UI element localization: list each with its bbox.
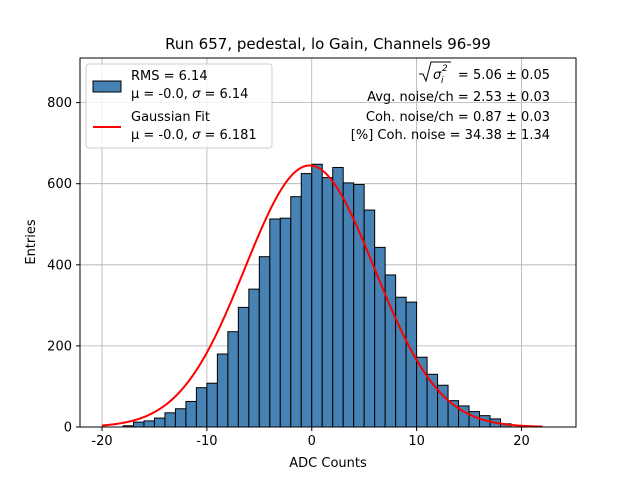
histogram-bar: [195, 387, 208, 428]
histogram-bar: [164, 412, 176, 428]
legend-fit-label: Gaussian Fit: [131, 110, 210, 125]
y-tick-label: 400: [47, 258, 72, 273]
legend-hist-label: RMS = 6.14: [131, 69, 208, 84]
y-tick-label: 600: [47, 177, 72, 192]
histogram-bar: [363, 209, 376, 428]
sqrt-sign: [419, 61, 451, 83]
sigma-symbol: σ: [433, 68, 442, 83]
x-tick-label: -20: [91, 434, 112, 449]
y-tick-label: 200: [47, 339, 72, 354]
legend-box: [85, 63, 273, 149]
sigma-sum-symbol: σ 2 i: [419, 61, 451, 86]
noise-annotations: σ 2 i = 5.06 ± 0.05 Avg. noise/ch = 2.53…: [351, 61, 550, 143]
histogram-bar: [332, 166, 344, 428]
x-tick-label: -10: [196, 434, 217, 449]
histogram-bar: [227, 331, 239, 428]
plot-area: [79, 57, 577, 428]
x-axis-ticks: -20 -10 0 10 20: [91, 427, 530, 449]
histogram-bar: [237, 306, 250, 428]
histogram-bar: [342, 182, 355, 428]
legend-hist-sigma-value: = 6.14: [200, 87, 248, 102]
legend-fit-sigma-value: = 6.181: [200, 128, 256, 143]
y-tick-label: 0: [64, 421, 72, 436]
histogram-bar: [321, 177, 334, 428]
legend-hist-swatch: [92, 80, 122, 93]
histogram-bar: [468, 411, 481, 428]
histogram-bar: [311, 163, 323, 428]
gaussian-fit-curve: [101, 164, 543, 428]
coh-percent-annotation: [%] Coh. noise = 34.38 ± 1.34: [351, 128, 550, 143]
legend-fit-mu: μ = -0.0,: [131, 128, 192, 143]
histogram-bar: [258, 256, 271, 428]
legend-hist-mu: μ = -0.0,: [131, 87, 192, 102]
x-tick-label: 0: [308, 434, 316, 449]
sigma-superscript: 2: [442, 64, 448, 74]
sigma-subscript: i: [441, 76, 444, 86]
chart-title: Run 657, pedestal, lo Gain, Channels 96-…: [165, 35, 491, 53]
histogram-bar: [206, 382, 218, 428]
histogram-bar: [300, 173, 313, 428]
legend-fit-params: μ = -0.0, σ = 6.181: [131, 128, 257, 143]
legend-hist-params: μ = -0.0, σ = 6.14: [131, 87, 248, 102]
x-tick-label: 20: [513, 434, 530, 449]
histogram-bar: [279, 217, 292, 428]
x-axis-label: ADC Counts: [289, 456, 367, 471]
y-tick-label: 800: [47, 96, 72, 111]
legend: RMS = 6.14 μ = -0.0, σ = 6.14 Gaussian F…: [85, 63, 273, 149]
histogram-bar: [185, 400, 197, 428]
y-axis-label: Entries: [24, 219, 39, 265]
histogram-bar: [395, 296, 407, 428]
histogram-bar: [132, 421, 145, 428]
y-axis-ticks: 0 200 400 600 800: [47, 96, 80, 436]
plot-frame: [79, 57, 577, 428]
histogram-bar: [143, 420, 155, 428]
avg-noise-annotation: Avg. noise/ch = 2.53 ± 0.03: [367, 90, 550, 105]
histogram-bar: [216, 353, 229, 428]
legend-hist-sigma-symbol: σ: [192, 87, 201, 102]
histogram-bar: [290, 196, 302, 428]
x-tick-label: 10: [408, 434, 425, 449]
sigma-sum-value: = 5.06 ± 0.05: [458, 68, 550, 83]
histogram-bar: [174, 408, 187, 428]
histogram-bar: [269, 218, 281, 428]
histogram-bar: [405, 301, 418, 428]
coh-noise-annotation: Coh. noise/ch = 0.87 ± 0.03: [366, 110, 550, 125]
histogram-bar: [248, 288, 260, 428]
legend-fit-sigma-symbol: σ: [192, 128, 201, 143]
histogram-bar: [153, 417, 166, 428]
